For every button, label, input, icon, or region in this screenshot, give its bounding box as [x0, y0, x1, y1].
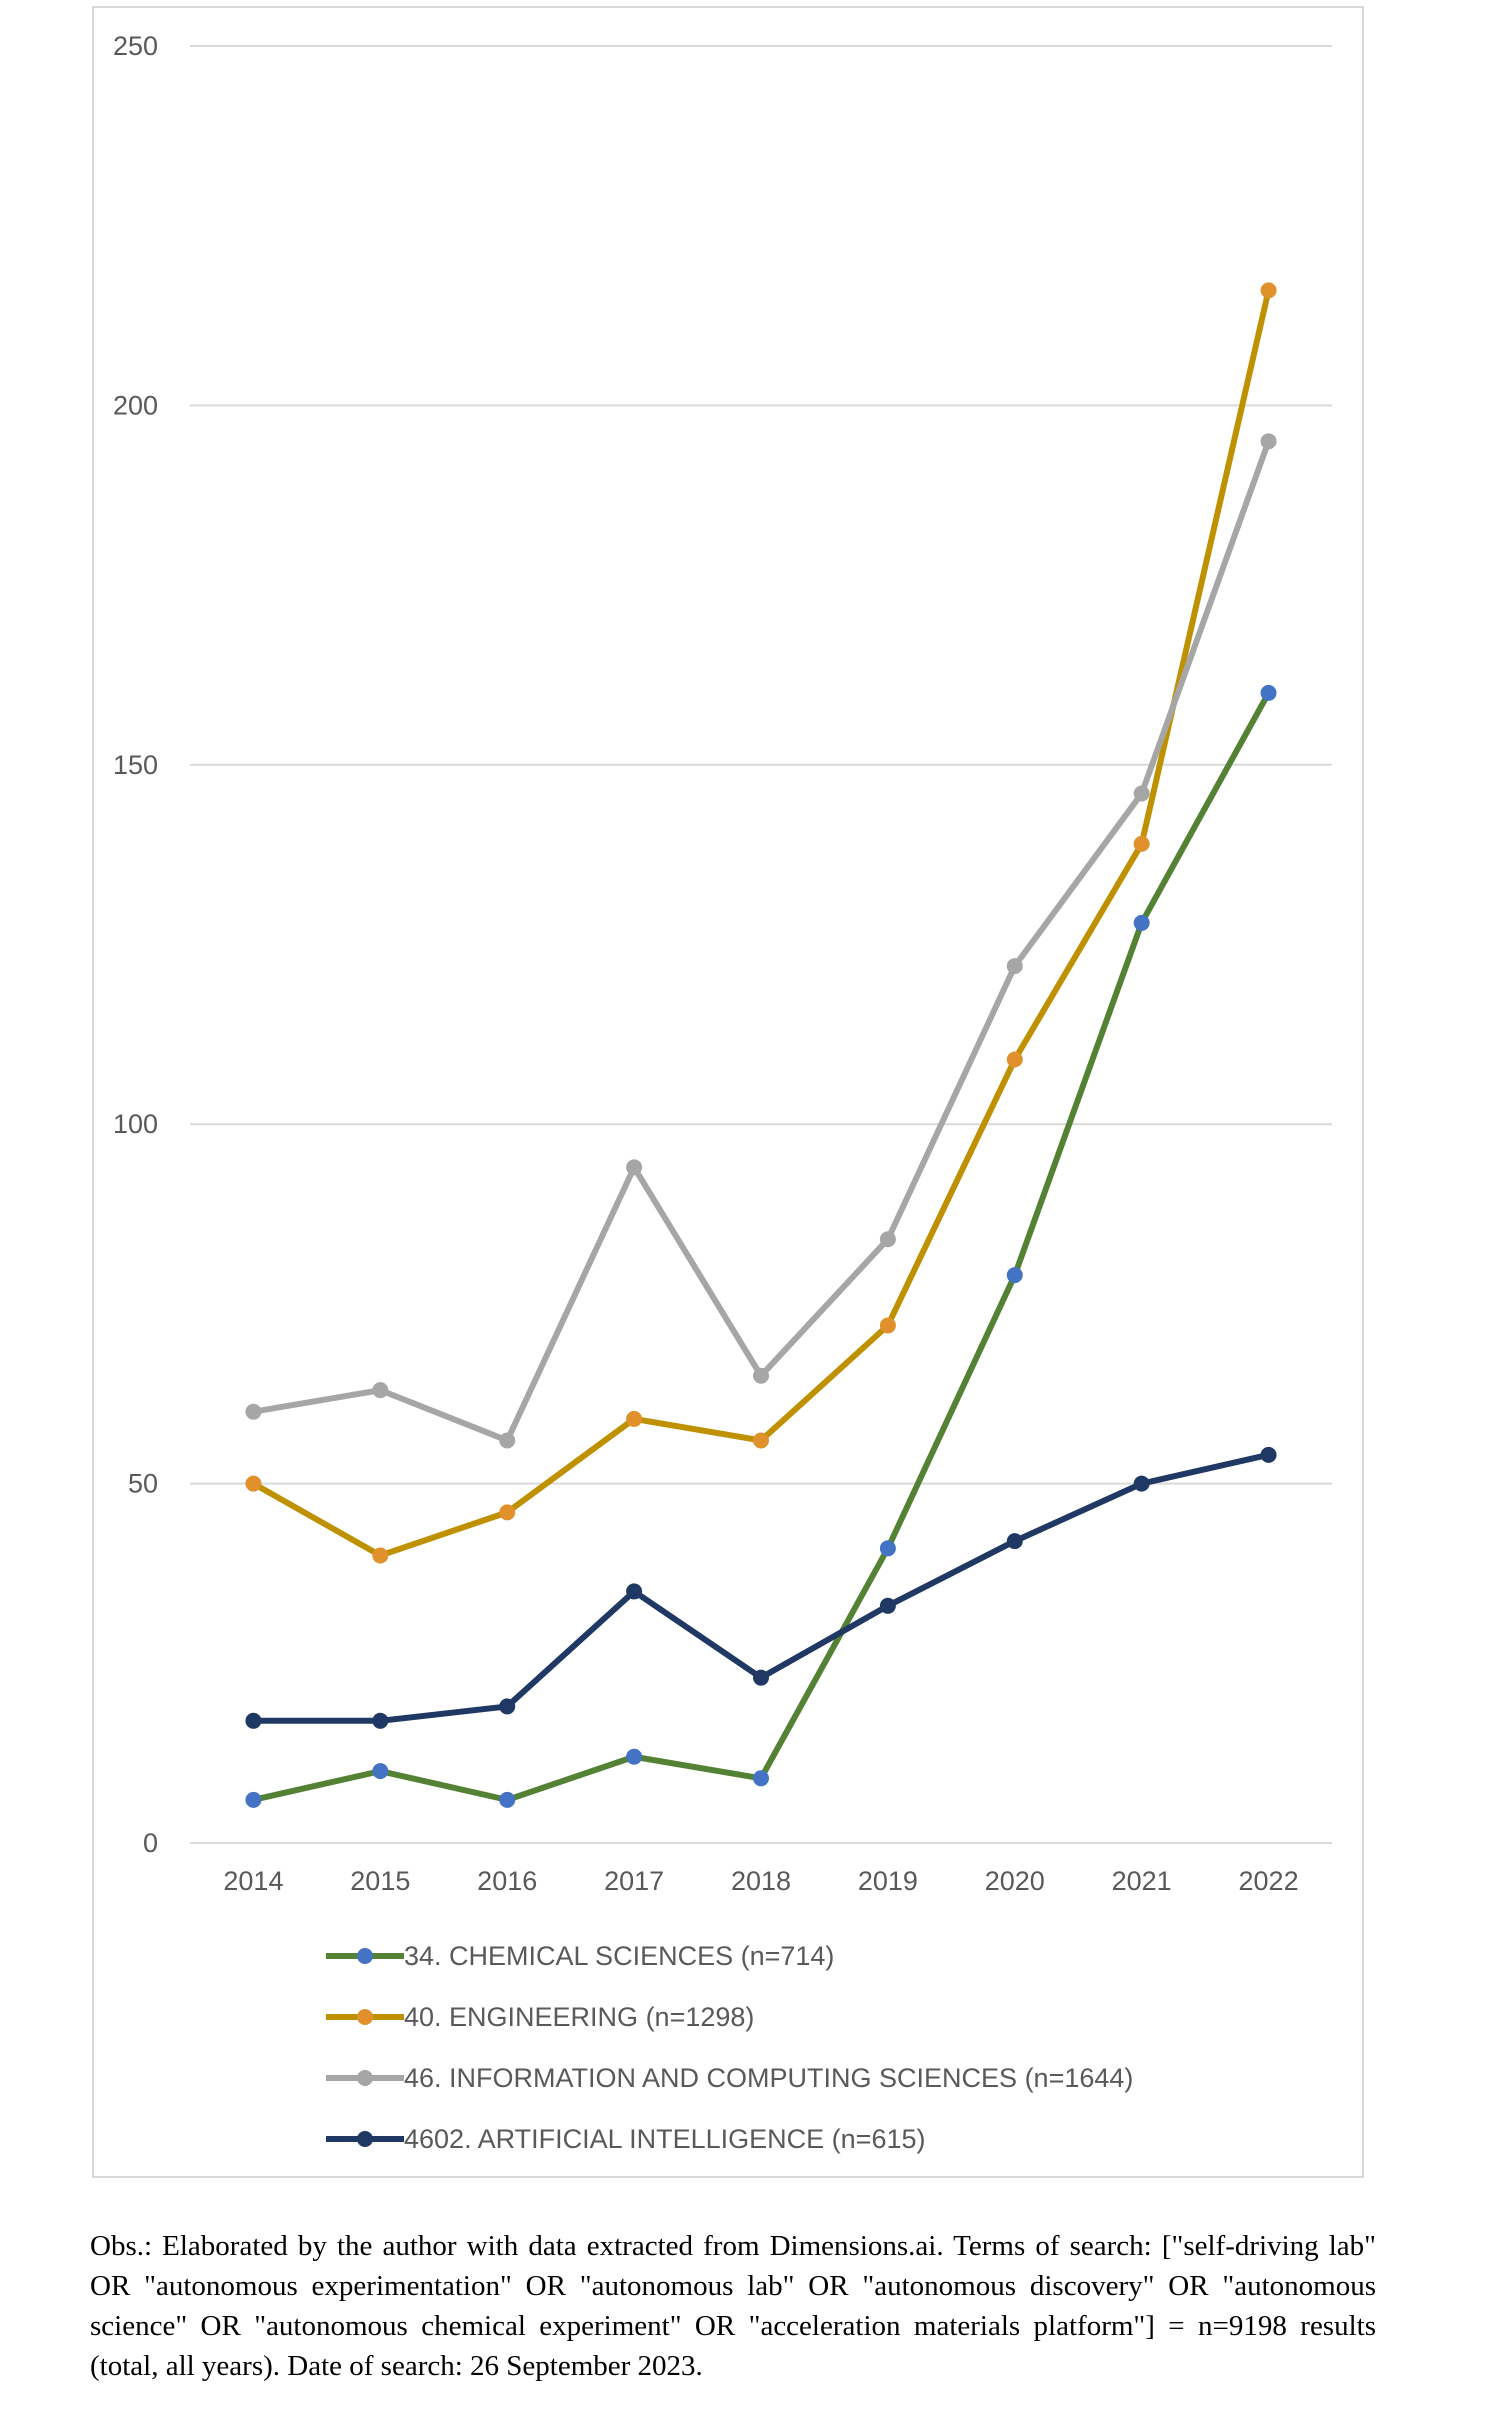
data-point [1006, 1051, 1023, 1068]
data-point [372, 1382, 389, 1399]
legend-entry: 4602. ARTIFICIAL INTELLIGENCE (n=615) [326, 2124, 925, 2154]
data-point [626, 1410, 643, 1427]
x-tick-label: 2022 [1239, 1866, 1299, 1896]
data-point [499, 1432, 516, 1449]
data-point [245, 1475, 262, 1492]
data-point [1260, 684, 1277, 701]
series-line [250, 689, 1272, 1803]
data-point [626, 1748, 643, 1765]
data-point [245, 1712, 262, 1729]
y-tick-label: 50 [128, 1469, 158, 1499]
legend-marker [357, 1948, 373, 1964]
x-tick-label: 2021 [1112, 1866, 1172, 1896]
data-point [245, 1791, 262, 1808]
y-tick-label: 150 [113, 750, 158, 780]
x-tick-label: 2015 [350, 1866, 410, 1896]
data-point [1133, 785, 1150, 802]
data-point [1260, 1446, 1277, 1463]
x-tick-label: 2014 [223, 1866, 283, 1896]
chart-frame: 0 50 100 150 200 250 2014 2015 2016 2017 2018 2019… [92, 6, 1364, 2178]
data-point [1260, 433, 1277, 450]
legend-label: 46. INFORMATION AND COMPUTING SCIENCES (… [404, 2063, 1133, 2093]
data-point [1006, 1533, 1023, 1550]
y-tick-label: 200 [113, 390, 158, 420]
data-point [499, 1698, 516, 1715]
data-point [1133, 1475, 1150, 1492]
x-tick-label: 2020 [985, 1866, 1045, 1896]
data-point [499, 1791, 516, 1808]
y-tick-label: 0 [143, 1828, 158, 1858]
data-point [626, 1583, 643, 1600]
data-point [753, 1432, 769, 1449]
legend-entry: 40. ENGINEERING (n=1298) [326, 2002, 754, 2032]
legend-marker [357, 2131, 373, 2147]
x-tick-label: 2016 [477, 1866, 537, 1896]
x-tick-label: 2017 [604, 1866, 664, 1896]
data-point [372, 1712, 389, 1729]
data-point [1006, 958, 1023, 975]
source-note: Obs.: Elaborated by the author with data… [90, 2230, 1376, 2382]
series-2 [245, 282, 1277, 1564]
data-point [626, 1159, 643, 1176]
legend-label: 34. CHEMICAL SCIENCES (n=714) [404, 1941, 834, 1971]
series-4 [245, 1446, 1277, 1729]
legend-label: 40. ENGINEERING (n=1298) [404, 2002, 754, 2032]
data-point [372, 1763, 389, 1780]
x-tick-label: 2019 [858, 1866, 918, 1896]
data-point [499, 1504, 516, 1521]
legend-entry: 46. INFORMATION AND COMPUTING SCIENCES (… [326, 2063, 1133, 2093]
data-point [753, 1770, 769, 1787]
series-3 [245, 433, 1277, 1449]
series-line [250, 287, 1272, 1559]
data-point [753, 1669, 769, 1686]
legend-marker [357, 2070, 373, 2086]
data-point [1133, 835, 1150, 852]
data-point [1260, 282, 1277, 299]
y-tick-label: 250 [113, 31, 158, 61]
legend-label: 4602. ARTIFICIAL INTELLIGENCE (n=615) [404, 2124, 925, 2154]
data-point [1006, 1267, 1023, 1284]
legend-marker [357, 2009, 373, 2025]
data-point [879, 1317, 896, 1334]
y-tick-label: 100 [113, 1109, 158, 1139]
series-1 [245, 684, 1277, 1808]
series-line [250, 438, 1272, 1444]
data-point [879, 1231, 896, 1248]
data-point [879, 1540, 896, 1557]
data-point [245, 1403, 262, 1420]
data-point [753, 1367, 769, 1384]
data-point [879, 1597, 896, 1614]
x-tick-label: 2018 [731, 1866, 791, 1896]
data-point [1133, 914, 1150, 931]
data-point [372, 1547, 389, 1564]
legend-entry: 34. CHEMICAL SCIENCES (n=714) [326, 1941, 834, 1971]
line-chart: 0 50 100 150 200 250 2014 2015 2016 2017 2018 2019… [113, 31, 1332, 2154]
